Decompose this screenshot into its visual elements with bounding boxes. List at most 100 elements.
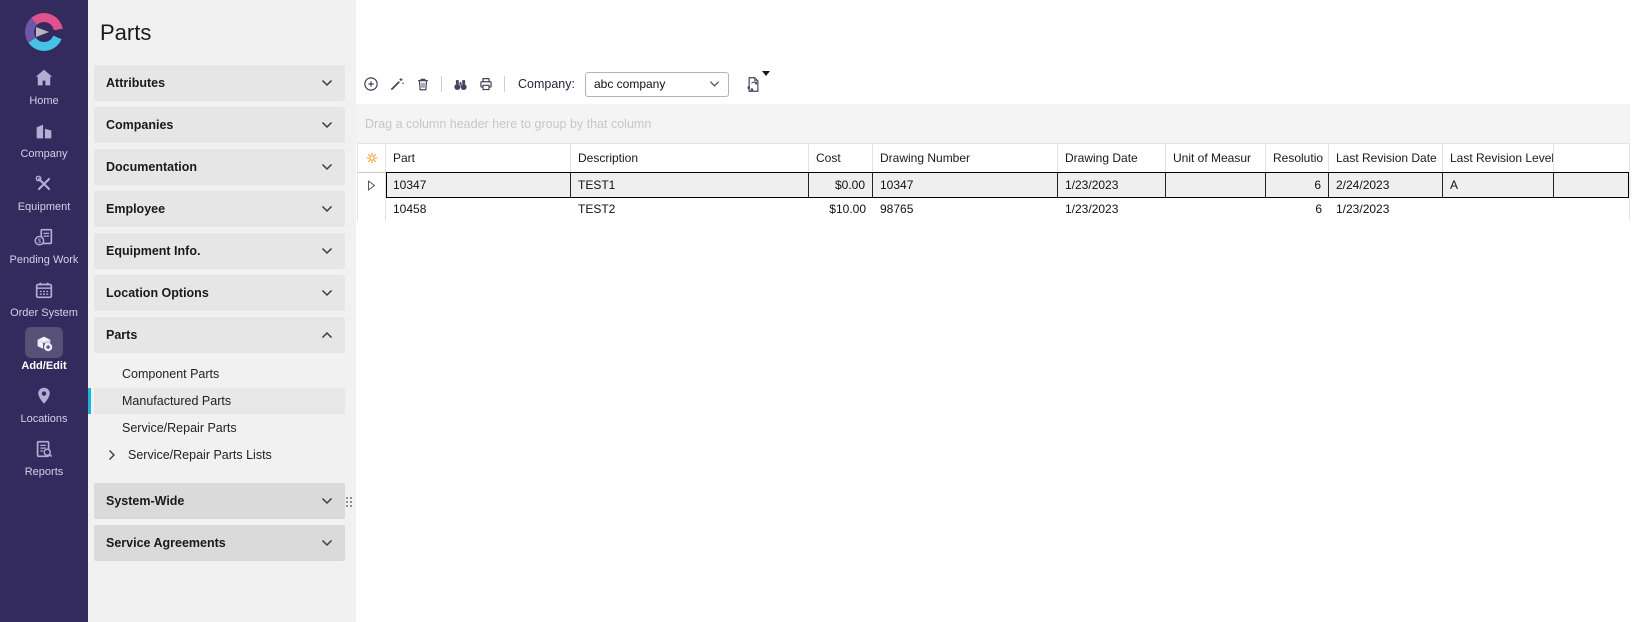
section-attributes[interactable]: Attributes	[94, 65, 345, 101]
binoculars-icon	[451, 75, 470, 94]
cell-drawing-date: 1/23/2023	[1058, 173, 1166, 197]
cell-part: 10458	[393, 202, 427, 216]
nav-item-service-repair-parts-lists[interactable]: Service/Repair Parts Lists	[94, 442, 345, 468]
sidebar-item-pending-work[interactable]: $ Pending Work	[0, 221, 88, 274]
export-button[interactable]	[741, 71, 770, 97]
locations-icon	[33, 385, 55, 407]
delete-button[interactable]	[410, 71, 436, 97]
chevron-down-icon	[321, 79, 333, 87]
group-by-panel[interactable]: Drag a column header here to group by th…	[356, 104, 1630, 143]
cell-part: 10347	[386, 173, 571, 197]
nav-item-component-parts[interactable]: Component Parts	[94, 361, 345, 387]
trash-icon	[414, 75, 432, 93]
sidebar-item-add-edit[interactable]: Add/Edit	[0, 327, 88, 380]
section-parts[interactable]: Parts	[94, 317, 345, 353]
cell-resolutio: 6	[1266, 173, 1329, 197]
grid-header-row: Part Description Cost Drawing Number Drawing…	[358, 144, 1629, 173]
chevron-up-icon	[321, 331, 333, 339]
equipment-icon	[33, 173, 55, 195]
row-filler-cell	[1554, 197, 1631, 221]
sidebar-item-label: Add/Edit	[21, 360, 67, 372]
add-edit-icon	[33, 332, 55, 354]
cell-description: TEST1	[571, 173, 809, 197]
column-header-resolutio[interactable]: Resolutio	[1266, 144, 1329, 172]
section-equipment-info[interactable]: Equipment Info.	[94, 233, 345, 269]
table-row[interactable]: 10347 TEST1 $0.00 10347 1/23/2023 6 2/24/2023 A	[358, 172, 1631, 198]
section-location-options[interactable]: Location Options	[94, 275, 345, 311]
column-header-drawing-date[interactable]: Drawing Date	[1058, 144, 1166, 172]
section-system-wide[interactable]: System-Wide	[94, 483, 345, 519]
column-header-last-revision-date[interactable]: Last Revision Date	[1329, 144, 1443, 172]
nav-item-manufactured-parts[interactable]: Manufactured Parts	[88, 388, 345, 414]
column-header-unit-of-measur[interactable]: Unit of Measur	[1166, 144, 1266, 172]
plus-circle-icon	[362, 75, 380, 93]
cell-resolutio: 6	[1315, 202, 1322, 216]
add-button[interactable]	[358, 71, 384, 97]
row-indicator-cell	[358, 173, 386, 197]
sidebar-item-locations[interactable]: Locations	[0, 380, 88, 433]
cell-last-revision-level	[1443, 197, 1554, 221]
column-header-last-revision-level[interactable]: Last Revision Level	[1443, 144, 1554, 172]
sidebar-item-reports[interactable]: Reports	[0, 433, 88, 486]
cell-cost: $0.00	[809, 173, 873, 197]
chevron-down-icon	[709, 81, 720, 87]
toolbar-buttons	[358, 71, 510, 97]
sun-icon	[364, 150, 380, 166]
sidebar-item-label: Home	[29, 95, 59, 107]
magic-wand-icon	[388, 75, 406, 93]
cell-description: TEST2	[578, 202, 616, 216]
sidebar-item-home[interactable]: Home	[0, 62, 88, 115]
section-companies[interactable]: Companies	[94, 107, 345, 143]
row-filler-cell	[1554, 173, 1631, 197]
app-logo-dart-icon	[36, 27, 49, 37]
sidebar-item-company[interactable]: Company	[0, 115, 88, 168]
sidebar-item-label: Order System	[10, 307, 78, 319]
sidebar-item-order-system[interactable]: Order System	[0, 274, 88, 327]
edit-button[interactable]	[384, 71, 410, 97]
toolbar: Company: abc company	[358, 70, 770, 98]
column-header-drawing-number[interactable]: Drawing Number	[873, 144, 1058, 172]
section-label: Companies	[106, 118, 174, 132]
print-button[interactable]	[473, 71, 499, 97]
chevron-right-icon	[108, 449, 116, 461]
sidebar-item-label: Locations	[20, 413, 68, 425]
company-select[interactable]: abc company	[584, 71, 729, 97]
cell-drawing-number: 10347	[873, 173, 1058, 197]
column-header-part[interactable]: Part	[386, 144, 571, 172]
company-select-value: abc company	[593, 77, 666, 91]
cell-last-revision-level: A	[1443, 173, 1554, 197]
cell-last-revision-date: 1/23/2023	[1336, 202, 1390, 216]
section-children: Component Parts Manufactured Parts Service…	[88, 361, 345, 468]
export-icon	[744, 75, 763, 94]
table-row[interactable]: 10458 TEST2 $10.00 98765 1/23/2023 6 1/23/2023	[358, 197, 1629, 221]
app-logo	[25, 13, 63, 51]
grid-indicator-header	[358, 144, 386, 172]
section-service-agreements[interactable]: Service Agreements	[94, 525, 345, 561]
panel-resize-grip-icon[interactable]	[346, 497, 352, 507]
section-label: Service Agreements	[106, 536, 226, 550]
column-header-description[interactable]: Description	[571, 144, 809, 172]
section-documentation[interactable]: Documentation	[94, 149, 345, 185]
company-label: Company:	[518, 77, 575, 91]
row-indicator-cell	[358, 197, 386, 221]
section-employee[interactable]: Employee	[94, 191, 345, 227]
sidebar-item-label: Reports	[24, 466, 64, 478]
cell-drawing-date: 1/23/2023	[1065, 202, 1119, 216]
nav-item-service-repair-parts[interactable]: Service/Repair Parts	[94, 415, 345, 441]
company-icon	[33, 120, 55, 142]
data-grid: Part Description Cost Drawing Number Drawing…	[357, 143, 1631, 221]
cell-cost: $10.00	[829, 202, 866, 216]
section-label: System-Wide	[106, 494, 185, 508]
sidebar-item-equipment[interactable]: Equipment	[0, 168, 88, 221]
cell-unit-of-measur	[1166, 173, 1266, 197]
find-button[interactable]	[447, 71, 473, 97]
chevron-down-icon	[321, 497, 333, 505]
column-header-cost[interactable]: Cost	[809, 144, 873, 172]
nav-item-label: Component Parts	[122, 367, 220, 381]
cell-unit-of-measur	[1166, 197, 1266, 221]
pending-work-icon: $	[33, 226, 55, 248]
chevron-down-icon	[321, 289, 333, 297]
sidebar-item-label: Equipment	[17, 201, 71, 213]
toolbar-separator	[441, 76, 442, 92]
